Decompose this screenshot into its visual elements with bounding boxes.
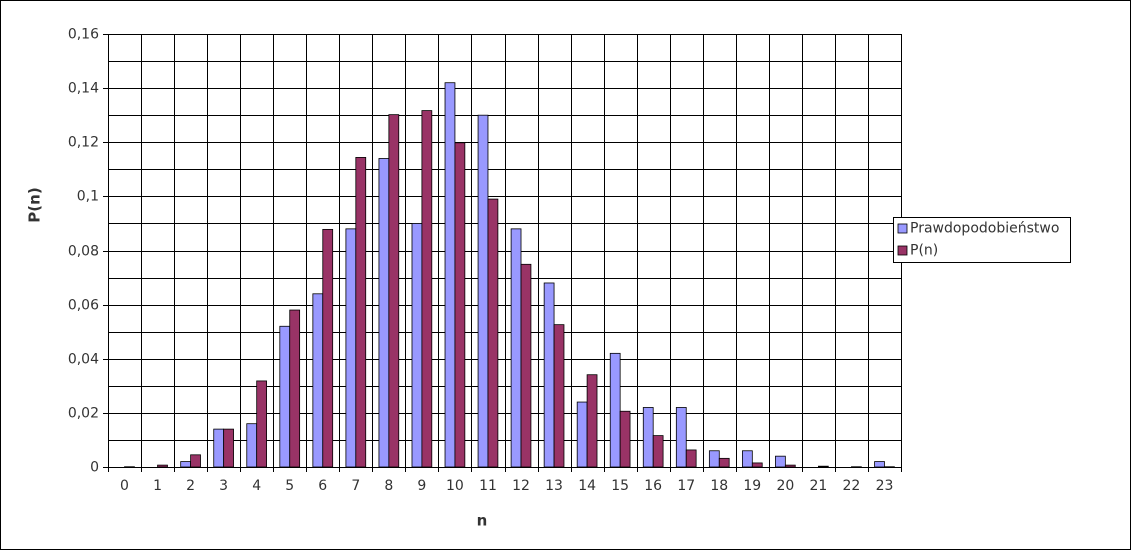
- x-tick-label: 18: [710, 478, 728, 494]
- bar: [652, 435, 664, 468]
- bar: [708, 450, 720, 468]
- bar: [355, 157, 367, 468]
- x-tick-label: 23: [876, 478, 894, 494]
- bar: [510, 228, 522, 468]
- x-tick-label: 21: [809, 478, 827, 494]
- x-tick-label: 10: [446, 478, 464, 494]
- x-tick-label: 12: [512, 478, 530, 494]
- bar: [742, 450, 753, 468]
- y-tick-label: 0,08: [68, 244, 99, 260]
- y-tick-label: 0,12: [68, 135, 99, 151]
- x-tick-label: 11: [479, 478, 497, 494]
- x-tick-label: 2: [186, 478, 195, 494]
- bar: [751, 462, 763, 468]
- bar: [576, 401, 588, 468]
- x-tick-label: 14: [578, 478, 596, 494]
- x-tick-label: 5: [285, 478, 294, 494]
- bar: [543, 282, 555, 468]
- bar: [675, 407, 687, 468]
- bar: [685, 449, 697, 468]
- x-tick-label: 17: [677, 478, 695, 494]
- bar: [619, 410, 631, 468]
- y-tick-label: 0,14: [68, 81, 99, 97]
- bar: [279, 325, 291, 468]
- bar: [553, 324, 565, 468]
- bar: [444, 82, 456, 468]
- bar: [180, 461, 192, 468]
- legend-label: Prawdopodobieństwo: [910, 221, 1059, 237]
- bar: [477, 114, 489, 468]
- bar: [345, 228, 357, 468]
- bar: [487, 198, 499, 468]
- bar: [874, 461, 885, 468]
- x-tick-label: 3: [219, 478, 228, 494]
- bar: [421, 110, 433, 468]
- y-tick-label: 0,16: [68, 27, 99, 43]
- y-tick-label: 0,1: [77, 189, 99, 205]
- x-tick-label: 7: [351, 478, 360, 494]
- y-tick-label: 0: [90, 460, 99, 476]
- bar: [784, 464, 796, 468]
- bar: [411, 223, 423, 468]
- x-tick-label: 20: [776, 478, 794, 494]
- bar: [289, 309, 301, 468]
- y-tick-label: 0,06: [68, 298, 99, 314]
- x-tick-label: 13: [545, 478, 563, 494]
- bar: [817, 465, 829, 468]
- bar: [213, 428, 225, 468]
- x-tick-label: 4: [252, 478, 261, 494]
- bar: [322, 228, 334, 468]
- x-axis-label: n: [477, 512, 488, 530]
- bar: [388, 114, 400, 468]
- x-tick-label: 22: [843, 478, 861, 494]
- bar: [609, 352, 621, 468]
- bar: [718, 457, 730, 468]
- x-tick-label: 1: [153, 478, 162, 494]
- bar: [454, 142, 466, 468]
- bar: [190, 454, 201, 468]
- x-tick-label: 8: [384, 478, 393, 494]
- bar: [312, 293, 324, 468]
- x-tick-label: 9: [417, 478, 426, 494]
- y-tick-label: 0,04: [68, 352, 99, 368]
- legend-swatch: [897, 245, 908, 256]
- x-tick-label: 19: [743, 478, 761, 494]
- legend-box: [893, 217, 1071, 263]
- x-tick-label: 15: [611, 478, 629, 494]
- bar: [586, 374, 598, 468]
- bar: [256, 380, 268, 468]
- bar: [520, 263, 532, 468]
- bar: [642, 407, 654, 468]
- x-tick-label: 16: [644, 478, 662, 494]
- legend-label: P(n): [910, 243, 938, 259]
- legend-swatch: [897, 223, 908, 234]
- bar: [378, 158, 390, 468]
- y-axis-label: P(n): [26, 187, 44, 222]
- bar: [775, 455, 786, 468]
- bar: [157, 464, 168, 468]
- x-tick-label: 0: [120, 478, 129, 494]
- bar: [246, 423, 258, 468]
- x-tick-label: 6: [318, 478, 327, 494]
- bar: [223, 428, 234, 468]
- y-tick-label: 0,02: [68, 406, 99, 422]
